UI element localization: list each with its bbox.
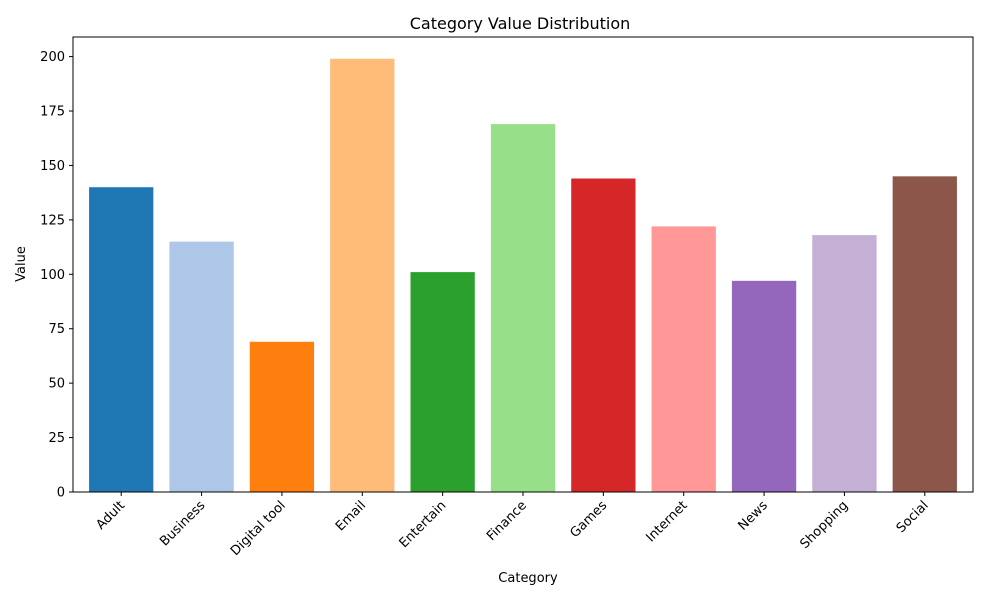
y-tick-label: 150 — [40, 159, 65, 174]
x-tick-label: Internet — [643, 498, 690, 545]
x-tick-label: Finance — [484, 498, 530, 544]
y-tick-label: 175 — [40, 105, 65, 120]
chart-title: Category Value Distribution — [410, 14, 631, 33]
x-tick-label: News — [735, 498, 771, 534]
x-tick-label: Entertain — [397, 498, 450, 551]
bars-group — [89, 59, 957, 492]
x-axis: Adult Business Digital tool Email Entertain F… — [93, 492, 931, 559]
x-tick-label: Business — [157, 498, 208, 549]
y-tick-label: 125 — [40, 213, 65, 228]
bar-shopping — [812, 235, 876, 492]
y-tick-label: 75 — [48, 322, 65, 337]
bar-games — [571, 179, 635, 492]
y-tick-label: 50 — [48, 377, 65, 392]
x-tick-label: Adult — [93, 498, 128, 533]
x-tick-label: Games — [567, 498, 610, 541]
x-tick-label: Shopping — [797, 498, 851, 552]
bar-finance — [491, 124, 555, 492]
x-tick-label: Email — [333, 498, 369, 534]
bar-social — [893, 176, 957, 492]
y-tick-label: 25 — [48, 431, 65, 446]
bar-digital-tool — [250, 342, 314, 492]
bar-news — [732, 281, 796, 492]
y-tick-label: 200 — [40, 50, 65, 65]
y-axis: 0 25 50 75 100 125 150 175 200 — [40, 50, 73, 500]
bar-entertain — [411, 272, 475, 492]
bar-internet — [652, 226, 716, 492]
y-tick-label: 100 — [40, 268, 65, 283]
x-tick-label: Social — [894, 498, 932, 536]
x-axis-label: Category — [498, 571, 558, 586]
bar-email — [330, 59, 394, 492]
y-tick-label: 0 — [57, 486, 65, 501]
bar-business — [169, 242, 233, 492]
bar-adult — [89, 187, 153, 492]
y-axis-label: Value — [14, 246, 29, 282]
x-tick-label: Digital tool — [228, 498, 289, 559]
